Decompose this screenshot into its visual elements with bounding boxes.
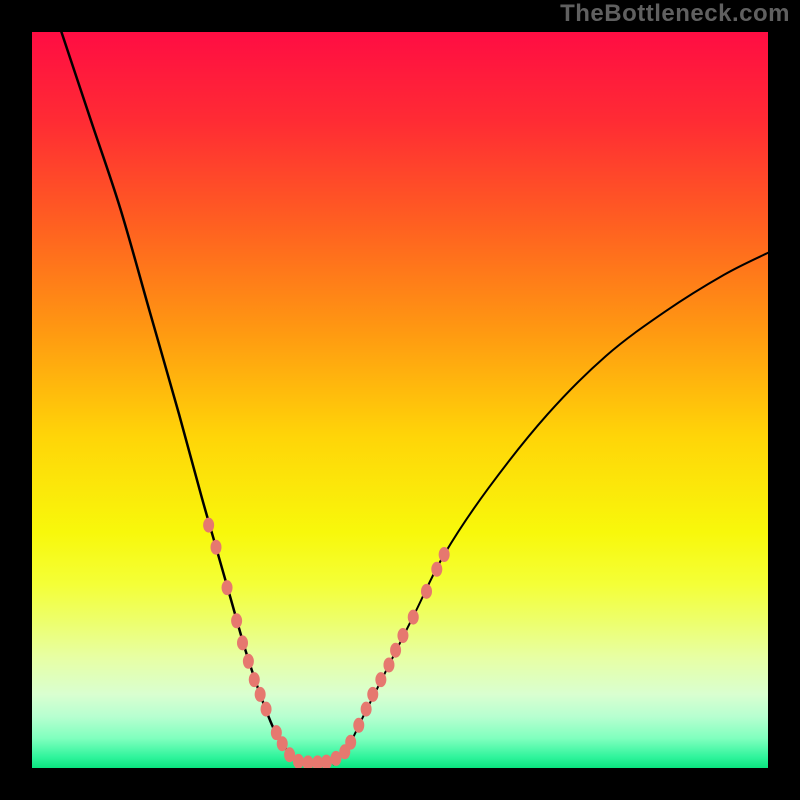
plot-area bbox=[32, 32, 768, 768]
marker-left-7 bbox=[255, 687, 266, 702]
marker-left-5 bbox=[243, 654, 254, 669]
bottleneck-chart bbox=[32, 32, 768, 768]
marker-left-3 bbox=[231, 613, 242, 628]
marker-right-1 bbox=[345, 735, 356, 750]
marker-right-10 bbox=[421, 584, 432, 599]
marker-left-1 bbox=[211, 540, 222, 555]
marker-right-7 bbox=[390, 643, 401, 658]
watermark-text: TheBottleneck.com bbox=[560, 0, 790, 28]
marker-left-10 bbox=[277, 736, 288, 751]
marker-bottom-5 bbox=[330, 751, 341, 766]
marker-right-4 bbox=[367, 687, 378, 702]
marker-right-8 bbox=[397, 628, 408, 643]
marker-right-11 bbox=[431, 562, 442, 577]
marker-left-0 bbox=[203, 518, 214, 533]
chart-root: { "watermark": "TheBottleneck.com", "cha… bbox=[0, 0, 800, 800]
marker-right-5 bbox=[375, 672, 386, 687]
marker-right-2 bbox=[353, 718, 364, 733]
marker-left-4 bbox=[237, 635, 248, 650]
marker-left-6 bbox=[249, 672, 260, 687]
marker-left-2 bbox=[222, 580, 233, 595]
gradient-background bbox=[32, 32, 768, 768]
marker-left-8 bbox=[261, 702, 272, 717]
marker-right-6 bbox=[383, 657, 394, 672]
marker-right-3 bbox=[361, 702, 372, 717]
marker-right-12 bbox=[439, 547, 450, 562]
marker-right-9 bbox=[408, 610, 419, 625]
